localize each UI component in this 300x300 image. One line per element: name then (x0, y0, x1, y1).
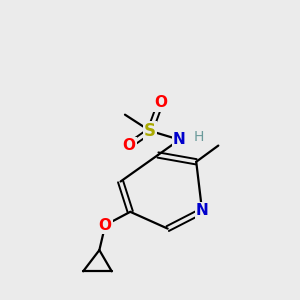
Text: O: O (154, 95, 167, 110)
Text: O: O (99, 218, 112, 232)
Text: S: S (144, 122, 156, 140)
Text: N: N (196, 203, 208, 218)
Text: O: O (122, 138, 135, 153)
Text: H: H (194, 130, 204, 144)
Text: N: N (173, 132, 186, 147)
